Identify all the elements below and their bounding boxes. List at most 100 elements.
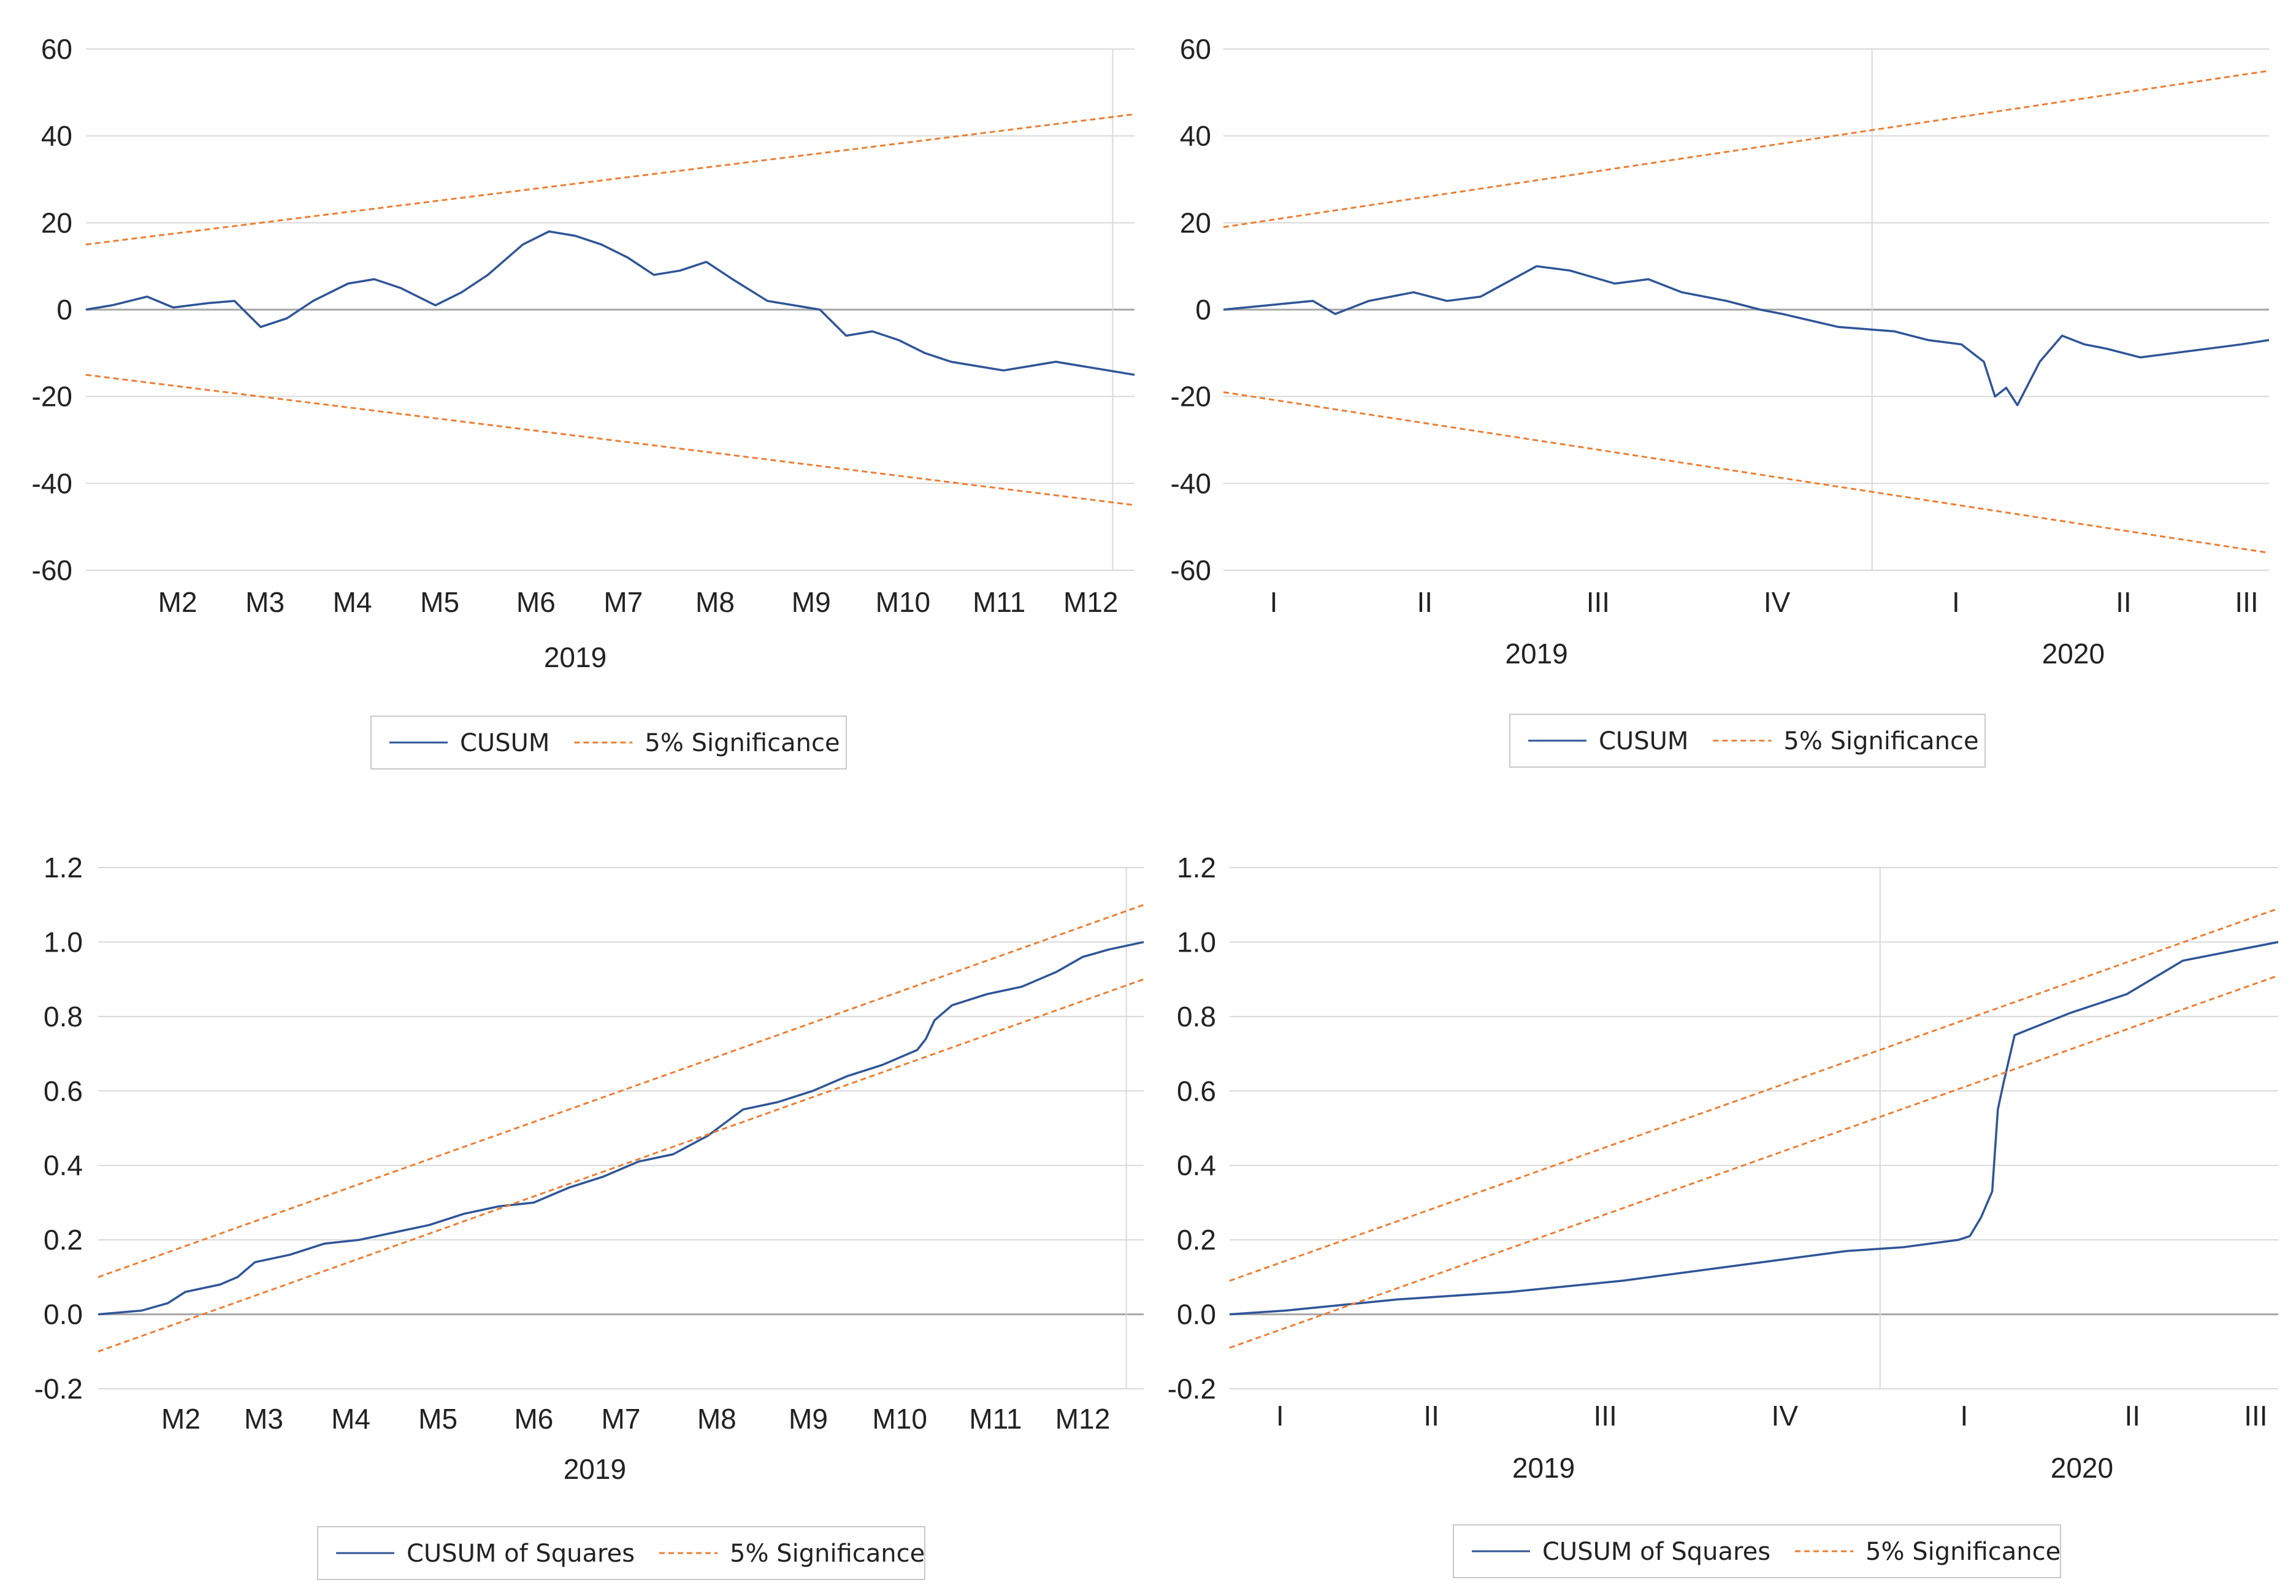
y-tick-label: 60 — [41, 33, 72, 65]
cusum-series-line — [1229, 941, 2279, 1316]
x-tick-label: II — [1417, 586, 1433, 618]
legend-label: CUSUM of Squares — [407, 1540, 635, 1568]
legend-label: 5% Significance — [1866, 1538, 2061, 1566]
chart-panel-3: 1.2 1.0 0.8 0.6 0.4 0.2 0.0 -0.2 M2 M3 M4 M5 M6 M7 M8 M… — [34, 852, 1144, 1580]
y-tick-label: 40 — [41, 120, 72, 152]
y-tick-label: 0.8 — [1177, 1001, 1216, 1033]
cusum-series-line — [1223, 265, 2270, 407]
y-tick-label: 0.6 — [44, 1075, 83, 1107]
y-tick-label: 0.2 — [1177, 1224, 1216, 1256]
y-tick-label: 0.4 — [1177, 1150, 1216, 1182]
x-tick-label: M9 — [789, 1403, 828, 1435]
year-label: 2019 — [564, 1453, 626, 1485]
chart-panel-1: 60 40 20 0 -20 -40 -60 M2 M3 M4 M5 M6 M7 M8 M9 M10 M11 M1… — [32, 33, 1135, 769]
upper-significance-line — [1223, 69, 2270, 228]
lower-significance-line — [85, 373, 1135, 506]
y-tick-label: 0.0 — [1177, 1299, 1216, 1331]
y-tick-label: -0.2 — [1168, 1373, 1216, 1405]
legend: CUSUM of Squares 5% Significance — [1453, 1524, 2061, 1578]
y-tick-label: 40 — [1180, 120, 1211, 152]
year-label: 2020 — [2042, 638, 2105, 670]
legend-box — [370, 716, 847, 769]
x-tick-label: M10 — [876, 586, 930, 618]
y-tick-label: 0 — [1195, 294, 1211, 326]
x-tick-label: M8 — [695, 586, 735, 618]
legend-label: CUSUM — [1599, 727, 1688, 755]
legend: CUSUM 5% Significance — [370, 716, 847, 769]
legend: CUSUM 5% Significance — [1509, 714, 1986, 768]
cusum-series-line — [98, 941, 1144, 1316]
x-tick-label: III — [1586, 586, 1610, 618]
legend-box — [1509, 714, 1986, 768]
y-tick-label: 20 — [1180, 207, 1211, 239]
y-tick-label: -0.2 — [34, 1373, 83, 1405]
y-tick-label: -40 — [1171, 467, 1211, 499]
year-label: 2019 — [544, 641, 607, 673]
legend-label: 5% Significance — [645, 729, 840, 757]
y-tick-label: 1.0 — [1177, 926, 1216, 958]
x-tick-label: M12 — [1055, 1403, 1110, 1435]
y-tick-label: 0.4 — [44, 1150, 83, 1182]
y-tick-label: -20 — [1171, 381, 1211, 413]
x-tick-label: II — [2116, 586, 2132, 618]
y-tick-label: 60 — [1180, 33, 1211, 65]
legend-label: 5% Significance — [1783, 727, 1978, 755]
upper-significance-line — [98, 904, 1144, 1278]
y-tick-label: 0.2 — [44, 1224, 83, 1256]
x-tick-label: M7 — [602, 1403, 641, 1435]
x-tick-label: M3 — [244, 1403, 283, 1435]
x-tick-label: III — [2244, 1400, 2267, 1432]
y-tick-label: 0 — [56, 294, 72, 326]
y-tick-label: -40 — [32, 467, 72, 499]
y-tick-label: 20 — [41, 207, 72, 239]
y-tick-label: 1.2 — [1177, 852, 1216, 884]
x-tick-label: III — [1594, 1400, 1617, 1432]
x-tick-label: M12 — [1063, 586, 1118, 618]
y-tick-label: 1.0 — [44, 926, 83, 958]
legend-label: CUSUM — [460, 729, 549, 757]
x-tick-label: IV — [1764, 586, 1791, 618]
upper-significance-line — [85, 113, 1135, 246]
y-tick-label: -60 — [1171, 554, 1211, 586]
x-tick-label: M4 — [331, 1403, 370, 1435]
lower-significance-line — [1229, 974, 2279, 1349]
cusum-series-line — [85, 230, 1135, 376]
x-tick-label: M7 — [603, 586, 643, 618]
x-tick-label: I — [1270, 586, 1278, 618]
y-tick-label: -20 — [32, 381, 72, 413]
x-tick-label: IV — [1772, 1400, 1799, 1432]
year-label: 2019 — [1505, 638, 1567, 670]
legend-label: CUSUM of Squares — [1542, 1538, 1770, 1566]
year-label: 2020 — [2051, 1452, 2113, 1484]
legend-box — [1453, 1524, 2061, 1578]
y-tick-label: 0.0 — [44, 1299, 83, 1331]
x-tick-label: III — [2235, 586, 2258, 618]
y-tick-label: 0.6 — [1177, 1075, 1216, 1107]
legend: CUSUM of Squares 5% Significance — [317, 1526, 925, 1580]
x-tick-label: M10 — [872, 1403, 927, 1435]
x-tick-label: M6 — [516, 586, 556, 618]
x-tick-label: M11 — [969, 1403, 1022, 1435]
y-tick-label: 1.2 — [44, 852, 83, 884]
x-tick-label: M3 — [245, 586, 285, 618]
y-tick-label: 0.8 — [44, 1001, 83, 1033]
x-tick-label: M6 — [514, 1403, 553, 1435]
chart-panel-4: 1.21.00.80.60.40.20.0-0.2I II III IV I II III2… — [1168, 852, 2279, 1578]
upper-significance-line — [1229, 907, 2279, 1282]
x-tick-label: M9 — [792, 586, 831, 618]
y-tick-label: -60 — [32, 554, 72, 586]
x-tick-label: I — [1952, 586, 1960, 618]
x-tick-label: I — [1276, 1400, 1284, 1432]
x-tick-label: M8 — [697, 1403, 737, 1435]
lower-significance-line — [98, 978, 1144, 1353]
x-tick-label: M4 — [333, 586, 372, 618]
x-tick-label: II — [1423, 1400, 1439, 1432]
x-tick-label: I — [1961, 1400, 1969, 1432]
x-tick-label: M5 — [418, 1403, 457, 1435]
x-tick-label: M2 — [161, 1403, 201, 1435]
year-label: 2019 — [1512, 1452, 1575, 1484]
lower-significance-line — [1223, 391, 2270, 554]
x-tick-label: II — [2124, 1400, 2140, 1432]
